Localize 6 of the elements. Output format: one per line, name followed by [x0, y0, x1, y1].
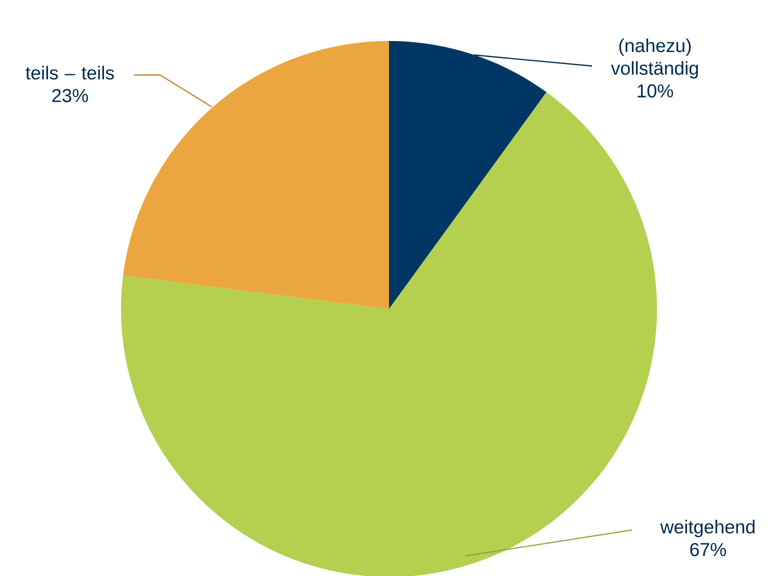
- slice-label: teils – teils: [26, 66, 114, 80]
- data-label: 23%: [52, 88, 88, 102]
- data-label: 10%: [638, 84, 674, 98]
- slice-label: (nahezu) vollständig: [610, 38, 698, 79]
- data-label: 67%: [690, 542, 726, 556]
- slice-label: weitgehend: [660, 520, 755, 538]
